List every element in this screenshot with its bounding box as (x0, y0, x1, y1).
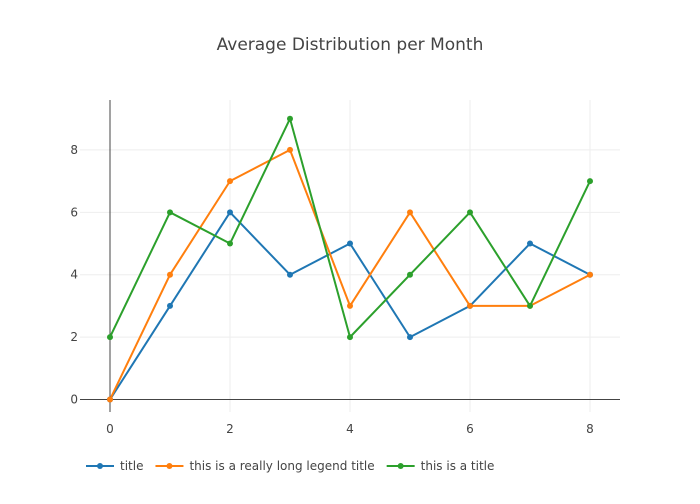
x-tick-label: 8 (586, 422, 594, 436)
data-point[interactable] (227, 240, 233, 247)
data-point[interactable] (167, 302, 173, 309)
data-point[interactable] (407, 271, 413, 278)
x-tick-label: 2 (226, 422, 234, 436)
data-point[interactable] (467, 209, 473, 216)
y-tick-label: 0 (70, 393, 78, 407)
legend-swatch-marker (97, 463, 103, 469)
data-point[interactable] (467, 302, 473, 309)
y-tick-label: 2 (70, 330, 78, 344)
legend-swatch-marker (166, 463, 173, 469)
legend-swatch-marker (397, 463, 404, 469)
data-point[interactable] (587, 271, 593, 278)
x-tick-label: 4 (346, 422, 354, 436)
y-tick-label: 6 (70, 205, 78, 219)
y-tick-label: 4 (70, 268, 78, 282)
x-tick-label: 0 (106, 422, 114, 436)
data-point[interactable] (107, 396, 113, 403)
legend-label: title (120, 459, 143, 473)
data-point[interactable] (587, 178, 593, 185)
data-point[interactable] (527, 302, 533, 309)
data-point[interactable] (167, 271, 173, 278)
series-layer (107, 115, 593, 403)
series-3 (107, 115, 593, 341)
y-tick-label: 8 (70, 143, 78, 157)
grid-layer (80, 100, 620, 412)
data-point[interactable] (287, 146, 293, 153)
data-point[interactable] (227, 178, 233, 185)
data-point[interactable] (287, 115, 293, 122)
legend-label: this is a title (421, 459, 495, 473)
data-point[interactable] (407, 209, 413, 216)
data-point[interactable] (347, 302, 353, 309)
x-tick-label: 6 (466, 422, 474, 436)
tick-labels: 0 2 4 6 8 0 2 4 6 8 (70, 143, 593, 436)
data-point[interactable] (287, 271, 293, 278)
legend-item-3[interactable]: this is a title (386, 459, 495, 473)
legend-item-2[interactable]: this is a really long legend title (155, 459, 375, 473)
data-point[interactable] (527, 240, 533, 247)
data-point[interactable] (227, 209, 233, 216)
axis-layer (80, 100, 620, 412)
data-point[interactable] (107, 334, 113, 341)
chart-title: Average Distribution per Month (217, 35, 484, 55)
data-point[interactable] (407, 334, 413, 341)
legend[interactable]: title this is a really long legend title t… (86, 459, 494, 473)
legend-label: this is a really long legend title (189, 459, 374, 473)
data-point[interactable] (347, 334, 353, 341)
data-point[interactable] (347, 240, 353, 247)
legend-item-1[interactable]: title (86, 459, 143, 473)
data-point[interactable] (167, 209, 173, 216)
